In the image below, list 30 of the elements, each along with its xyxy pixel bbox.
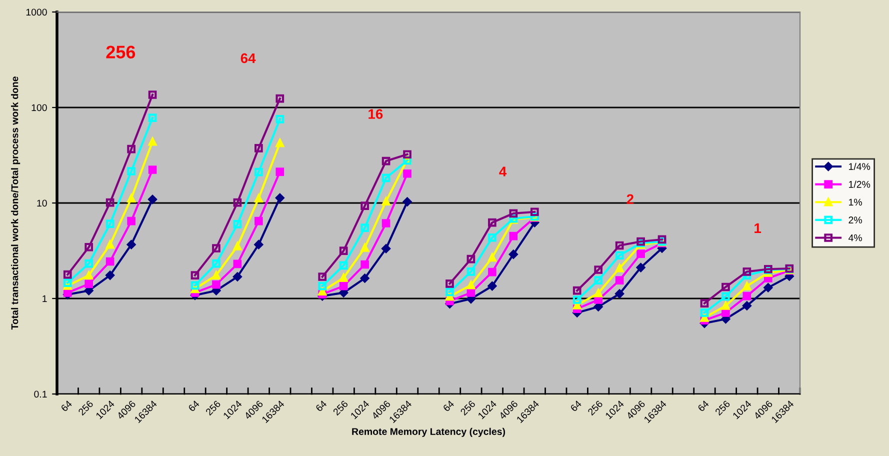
y-tick-label: 10 [37, 200, 47, 207]
annotation: 1 [754, 223, 762, 233]
x-tick-label: 256 [587, 400, 604, 416]
annotation: 64 [240, 53, 256, 64]
x-tick-label: 64 [315, 400, 328, 412]
legend-label: 1/4% [849, 162, 870, 170]
x-tick-label: 64 [697, 400, 710, 412]
annotation: 16 [368, 109, 383, 119]
x-tick-label: 64 [570, 400, 582, 412]
legend-label: 1% [849, 198, 862, 206]
y-axis-title: Total transactional work done/Total process work done [11, 76, 20, 330]
x-tick-label: 64 [60, 400, 72, 412]
x-tick-label: 256 [205, 400, 221, 416]
x-axis-title: Remote Memory Latency (cycles) [352, 428, 506, 437]
x-tick-label: 64 [188, 400, 200, 412]
x-tick-label: 256 [332, 400, 348, 416]
annotation: 2 [626, 194, 634, 204]
y-tick-label: 1 [42, 295, 47, 302]
y-tick-label: 1000 [26, 8, 47, 16]
annotation: 256 [106, 46, 136, 58]
legend-label: 4% [848, 234, 862, 242]
x-tick-label: 64 [442, 400, 455, 412]
y-tick-label: 0.1 [34, 390, 47, 398]
x-tick-label: 256 [78, 400, 94, 416]
x-tick-label: 256 [714, 400, 730, 416]
legend-label: 1/2% [849, 180, 870, 188]
legend-label: 2% [848, 216, 862, 224]
x-tick-label: 256 [460, 400, 476, 416]
annotation: 4 [499, 166, 507, 176]
y-tick-label: 100 [32, 104, 47, 112]
